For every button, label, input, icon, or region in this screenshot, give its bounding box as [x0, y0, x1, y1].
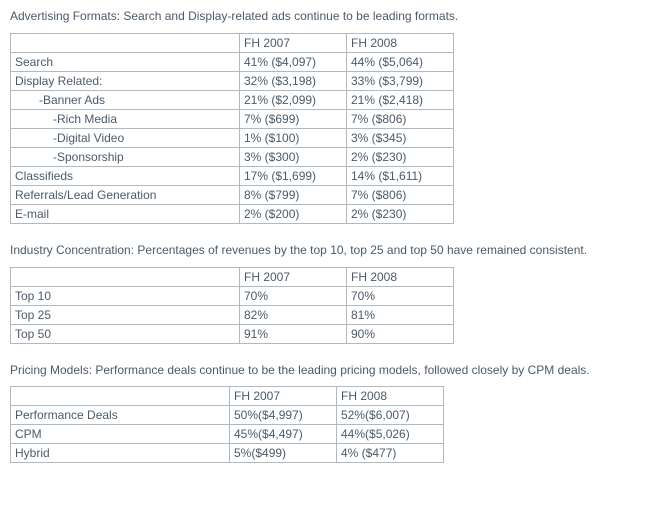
data-cell: 52%($6,007): [337, 406, 444, 425]
row-label: Referrals/Lead Generation: [15, 188, 156, 202]
row-label: Performance Deals: [15, 408, 118, 422]
row-label: Top 25: [15, 308, 51, 322]
row-label-cell: Top 10: [11, 286, 240, 305]
data-cell: 2% ($200): [240, 204, 347, 223]
row-label: -Rich Media: [15, 112, 117, 126]
column-header: FH 2007: [230, 387, 337, 406]
table-row: Classifieds 17% ($1,699)14% ($1,611): [11, 166, 454, 185]
table-row: -Sponsorship 3% ($300)2% ($230): [11, 147, 454, 166]
column-header-blank: [11, 267, 240, 286]
table-row: -Banner Ads 21% ($2,099)21% ($2,418): [11, 90, 454, 109]
table-header-row: FH 2007FH 2008: [11, 267, 454, 286]
data-cell: 8% ($799): [240, 185, 347, 204]
data-cell: 33% ($3,799): [347, 71, 454, 90]
row-label: Classifieds: [15, 169, 73, 183]
table-row: Search 41% ($4,097)44% ($5,064): [11, 52, 454, 71]
data-cell: 70%: [240, 286, 347, 305]
table-row: -Rich Media 7% ($699)7% ($806): [11, 109, 454, 128]
section-title: Pricing Models: Performance deals contin…: [10, 362, 640, 379]
data-cell: 50%($4,997): [230, 406, 337, 425]
table-row: Performance Deals 50%($4,997)52%($6,007): [11, 406, 444, 425]
row-label-cell: Top 25: [11, 305, 240, 324]
data-cell: 7% ($806): [347, 109, 454, 128]
row-label-cell: Display Related:: [11, 71, 240, 90]
row-label-cell: Performance Deals: [11, 406, 230, 425]
data-table: FH 2007FH 2008 Search 41% ($4,097)44% ($5,…: [10, 33, 454, 224]
column-header: FH 2008: [347, 267, 454, 286]
data-cell: 7% ($699): [240, 109, 347, 128]
row-label: Display Related:: [15, 74, 102, 88]
data-cell: 44%($5,026): [337, 425, 444, 444]
row-label-cell: Hybrid: [11, 444, 230, 463]
data-cell: 21% ($2,418): [347, 90, 454, 109]
data-cell: 70%: [347, 286, 454, 305]
row-label-cell: Referrals/Lead Generation: [11, 185, 240, 204]
row-label: Top 50: [15, 327, 51, 341]
data-cell: 90%: [347, 324, 454, 343]
section-title: Industry Concentration: Percentages of r…: [10, 242, 640, 259]
column-header: FH 2007: [240, 33, 347, 52]
column-header: FH 2007: [240, 267, 347, 286]
document-root: Advertising Formats: Search and Display-…: [10, 8, 640, 463]
table-row: Top 10 70%70%: [11, 286, 454, 305]
data-cell: 14% ($1,611): [347, 166, 454, 185]
data-table: FH 2007FH 2008 Performance Deals 50%($4,99…: [10, 386, 444, 463]
row-label-cell: Search: [11, 52, 240, 71]
data-cell: 17% ($1,699): [240, 166, 347, 185]
row-label-cell: -Rich Media: [11, 109, 240, 128]
row-label: -Sponsorship: [15, 150, 124, 164]
row-label-cell: -Sponsorship: [11, 147, 240, 166]
data-cell: 44% ($5,064): [347, 52, 454, 71]
row-label: -Banner Ads: [15, 93, 105, 107]
data-cell: 7% ($806): [347, 185, 454, 204]
data-cell: 1% ($100): [240, 128, 347, 147]
table-row: -Digital Video 1% ($100)3% ($345): [11, 128, 454, 147]
data-cell: 3% ($300): [240, 147, 347, 166]
data-cell: 41% ($4,097): [240, 52, 347, 71]
row-label: E-mail: [15, 207, 49, 221]
row-label: Hybrid: [15, 446, 50, 460]
data-cell: 45%($4,497): [230, 425, 337, 444]
column-header: FH 2008: [347, 33, 454, 52]
table-header-row: FH 2007FH 2008: [11, 33, 454, 52]
row-label-cell: E-mail: [11, 204, 240, 223]
row-label: Search: [15, 55, 53, 69]
table-row: Referrals/Lead Generation 8% ($799)7% ($8…: [11, 185, 454, 204]
table-row: Top 50 91%90%: [11, 324, 454, 343]
data-cell: 82%: [240, 305, 347, 324]
data-cell: 2% ($230): [347, 147, 454, 166]
data-cell: 81%: [347, 305, 454, 324]
column-header: FH 2008: [337, 387, 444, 406]
table-row: Top 25 82%81%: [11, 305, 454, 324]
table-row: Display Related: 32% ($3,198)33% ($3,799): [11, 71, 454, 90]
row-label-cell: Top 50: [11, 324, 240, 343]
table-row: CPM 45%($4,497)44%($5,026): [11, 425, 444, 444]
data-cell: 2% ($230): [347, 204, 454, 223]
row-label: -Digital Video: [15, 131, 124, 145]
table-header-row: FH 2007FH 2008: [11, 387, 444, 406]
column-header-blank: [11, 33, 240, 52]
data-cell: 3% ($345): [347, 128, 454, 147]
table-row: Hybrid 5%($499)4% ($477): [11, 444, 444, 463]
row-label: CPM: [15, 427, 42, 441]
section-title: Advertising Formats: Search and Display-…: [10, 8, 640, 25]
row-label-cell: -Banner Ads: [11, 90, 240, 109]
data-cell: 5%($499): [230, 444, 337, 463]
column-header-blank: [11, 387, 230, 406]
row-label: Top 10: [15, 289, 51, 303]
table-row: E-mail 2% ($200)2% ($230): [11, 204, 454, 223]
data-cell: 32% ($3,198): [240, 71, 347, 90]
row-label-cell: Classifieds: [11, 166, 240, 185]
data-cell: 91%: [240, 324, 347, 343]
data-table: FH 2007FH 2008Top 1070%70%Top 2582%81%To…: [10, 267, 454, 344]
row-label-cell: -Digital Video: [11, 128, 240, 147]
row-label-cell: CPM: [11, 425, 230, 444]
data-cell: 21% ($2,099): [240, 90, 347, 109]
data-cell: 4% ($477): [337, 444, 444, 463]
